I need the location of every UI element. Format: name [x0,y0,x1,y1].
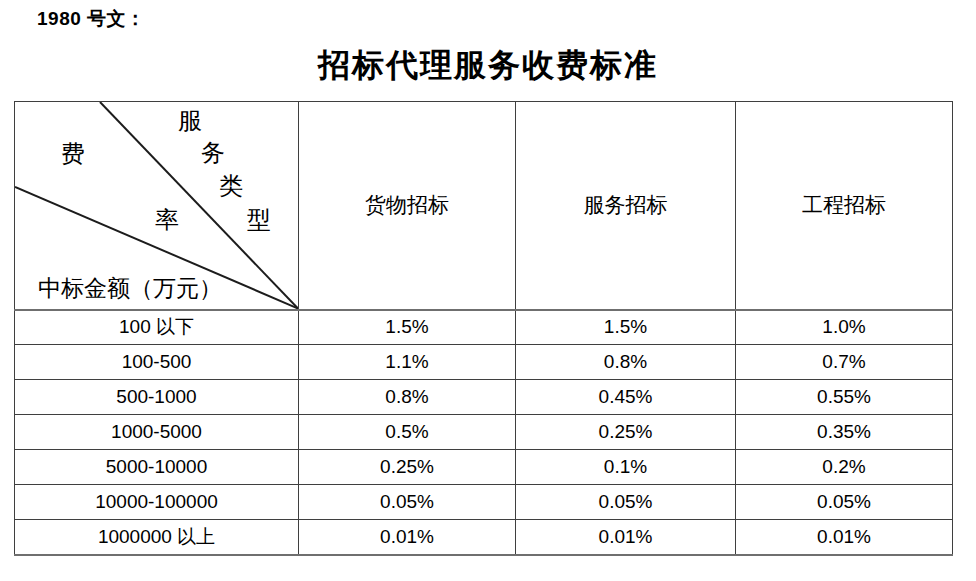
corner-rate-char: 率 [155,208,179,232]
services-rate-cell: 0.45% [516,380,736,415]
amount-range-cell: 1000-5000 [15,415,299,450]
doc-number-label: 1980 号文： [37,6,146,32]
amount-range-cell: 100-500 [15,345,299,380]
works-rate-cell: 0.01% [736,520,953,555]
goods-rate-cell: 0.5% [299,415,516,450]
table-row: 100-500 1.1% 0.8% 0.7% [15,345,953,380]
goods-rate-cell: 0.01% [299,520,516,555]
goods-rate-cell: 0.05% [299,485,516,520]
goods-rate-cell: 0.8% [299,380,516,415]
table-row: 5000-10000 0.25% 0.1% 0.2% [15,450,953,485]
services-rate-cell: 0.25% [516,415,736,450]
corner-service-type-char: 类 [219,174,243,198]
table-row: 1000000 以上 0.01% 0.01% 0.01% [15,520,953,555]
works-rate-cell: 0.2% [736,450,953,485]
corner-amount-label: 中标金额（万元） [38,277,222,300]
table-row: 500-1000 0.8% 0.45% 0.55% [15,380,953,415]
column-header-works: 工程招标 [736,102,953,310]
column-header-services: 服务招标 [516,102,736,310]
amount-range-cell: 1000000 以上 [15,520,299,555]
services-rate-cell: 0.05% [516,485,736,520]
services-rate-cell: 0.8% [516,345,736,380]
table-row: 1000-5000 0.5% 0.25% 0.35% [15,415,953,450]
amount-range-cell: 100 以下 [15,310,299,345]
works-rate-cell: 0.05% [736,485,953,520]
works-rate-cell: 0.7% [736,345,953,380]
works-rate-cell: 0.55% [736,380,953,415]
corner-service-type-char: 服 [178,109,202,133]
corner-service-type-char: 型 [247,208,271,232]
goods-rate-cell: 0.25% [299,450,516,485]
goods-rate-cell: 1.1% [299,345,516,380]
works-rate-cell: 0.35% [736,415,953,450]
goods-rate-cell: 1.5% [299,310,516,345]
diagonal-header-cell: 服 务 类 型 费 率 中标金额（万元） [15,102,299,310]
amount-range-cell: 5000-10000 [15,450,299,485]
header-row: 服 务 类 型 费 率 中标金额（万元） 货物招标 服务招标 工程招标 [15,102,953,310]
table-row: 100 以下 1.5% 1.5% 1.0% [15,310,953,345]
table-row: 10000-100000 0.05% 0.05% 0.05% [15,485,953,520]
column-header-goods: 货物招标 [299,102,516,310]
corner-rate-char: 费 [61,142,85,166]
services-rate-cell: 1.5% [516,310,736,345]
services-rate-cell: 0.01% [516,520,736,555]
services-rate-cell: 0.1% [516,450,736,485]
amount-range-cell: 500-1000 [15,380,299,415]
fee-table: 服 务 类 型 费 率 中标金额（万元） 货物招标 服务招标 工程招标 100 … [14,101,953,556]
corner-service-type-char: 务 [201,141,225,165]
works-rate-cell: 1.0% [736,310,953,345]
page-title: 招标代理服务收费标准 [0,44,976,88]
amount-range-cell: 10000-100000 [15,485,299,520]
